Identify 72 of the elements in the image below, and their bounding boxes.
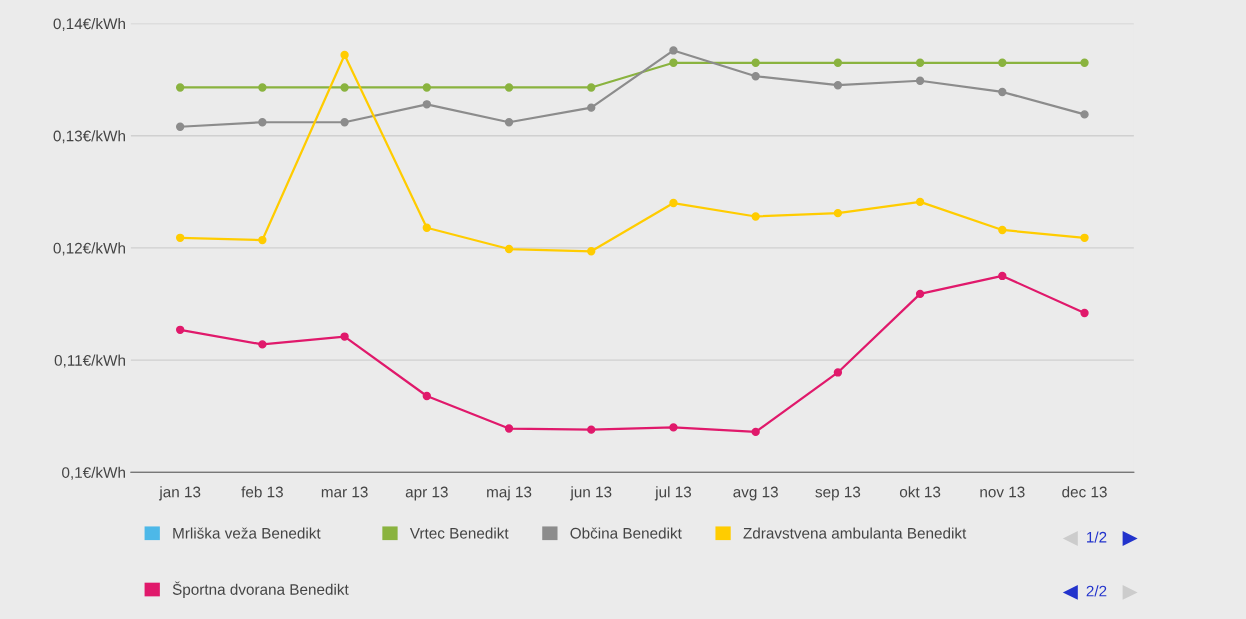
point <box>340 118 349 127</box>
x-tick-label: jul 13 <box>654 486 692 501</box>
y-tick-label: 0,11€/kWh <box>54 354 125 368</box>
point <box>1080 58 1089 67</box>
point <box>1080 233 1089 242</box>
x-tick-label: jun 13 <box>570 486 612 501</box>
x-tick-label: feb 13 <box>241 486 283 498</box>
point <box>258 83 267 92</box>
point <box>422 223 431 232</box>
legend-label: Zdravstvena ambulanta Benedikt <box>743 527 967 539</box>
point <box>669 58 678 67</box>
point <box>915 197 925 207</box>
point <box>587 425 596 434</box>
text: 2/2 <box>1086 585 1107 597</box>
point <box>669 198 678 208</box>
text: 1/2 <box>1087 531 1107 543</box>
legend-label: Vrtec Benedikt <box>409 527 509 539</box>
point <box>998 87 1007 97</box>
point <box>998 225 1007 235</box>
point <box>258 118 267 127</box>
x-tick-label: sep 13 <box>815 486 861 501</box>
point <box>258 340 267 349</box>
point <box>504 424 514 433</box>
point <box>1080 308 1089 318</box>
point <box>175 325 185 334</box>
legend-label: Občina Benedikt <box>570 527 682 539</box>
point <box>504 118 514 127</box>
point <box>422 83 431 92</box>
point <box>422 391 431 401</box>
point <box>258 235 267 245</box>
x-tick-label: nov 13 <box>980 486 1025 498</box>
point <box>340 50 349 60</box>
point <box>669 46 678 55</box>
point <box>833 368 843 377</box>
legend-label: Športna dvorana Benedikt <box>172 581 349 598</box>
point <box>340 332 349 341</box>
point <box>833 58 843 67</box>
point <box>998 58 1007 67</box>
point <box>587 247 596 256</box>
y-tick-label: 0,14€/kWh <box>53 17 125 32</box>
point <box>915 58 925 67</box>
x-tick-label: maj 13 <box>487 486 532 501</box>
point <box>915 289 925 299</box>
point <box>833 208 843 218</box>
point <box>751 212 760 221</box>
point <box>915 76 925 85</box>
point <box>998 271 1007 281</box>
point <box>751 72 760 81</box>
point <box>587 103 596 112</box>
point <box>833 81 843 90</box>
x-tick-label: avg 13 <box>733 486 778 501</box>
point <box>504 244 514 254</box>
x-tick-label: okt 13 <box>899 486 941 498</box>
point <box>587 83 596 92</box>
y-tick-label: 0,13€/kWh <box>53 130 125 144</box>
legend-label: Mrliška veža Benedikt <box>173 527 321 539</box>
point <box>175 122 185 131</box>
point <box>751 427 760 437</box>
y-tick-label: 0,1€/kWh <box>62 466 125 480</box>
x-tick-label: apr 13 <box>405 486 448 501</box>
y-tick-label: 0,12€/kWh <box>53 242 125 256</box>
point <box>422 100 431 109</box>
point <box>340 83 349 92</box>
x-tick-label: mar 13 <box>321 486 368 498</box>
x-tick-label: jan 13 <box>158 486 201 501</box>
point <box>175 83 185 92</box>
point <box>1080 110 1089 119</box>
point <box>751 58 760 67</box>
x-tick-label: dec 13 <box>1062 486 1107 498</box>
point <box>175 233 185 242</box>
point <box>669 423 678 432</box>
point <box>504 83 514 92</box>
